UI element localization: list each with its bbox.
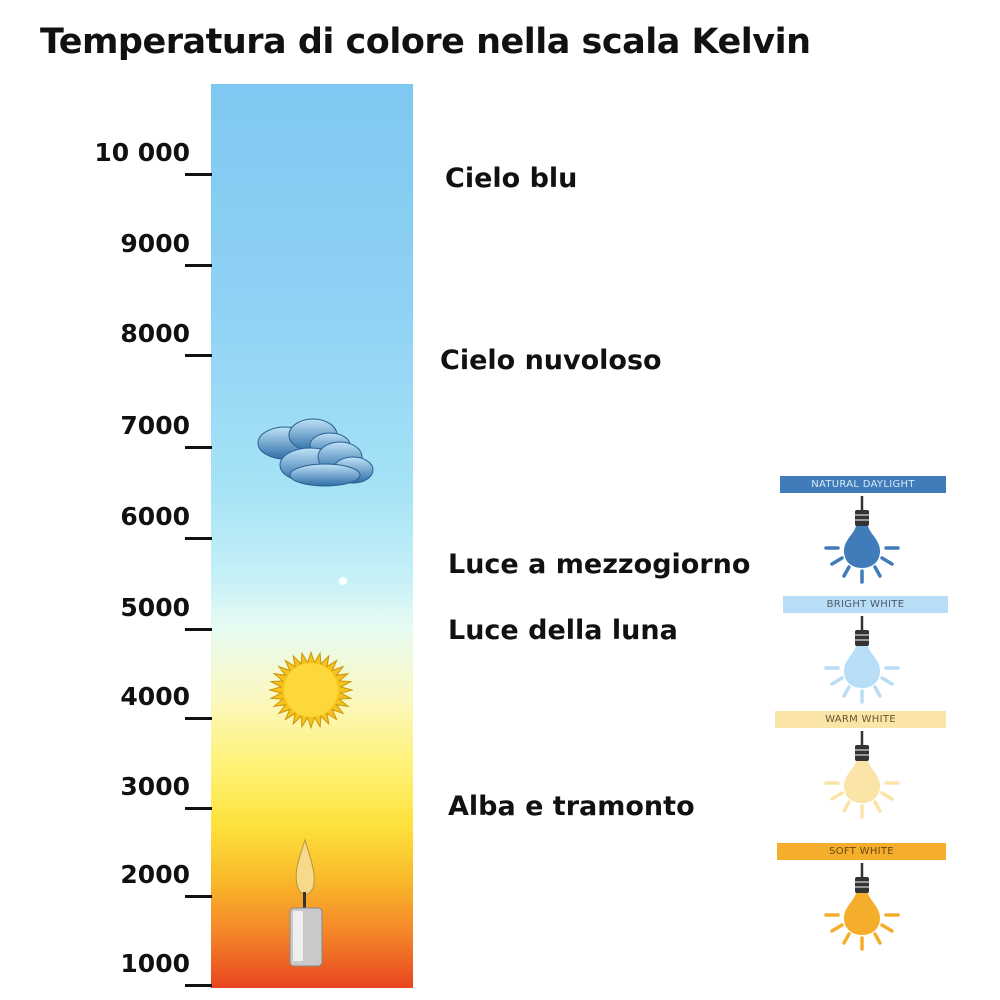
- tick-mark: [185, 984, 212, 987]
- tick-mark: [185, 446, 212, 449]
- tick-label: 1000: [120, 949, 190, 978]
- moon-dot-icon: [339, 577, 347, 585]
- bulb-banner: SOFT WHITE: [777, 843, 946, 860]
- tick-label: 7000: [120, 411, 190, 440]
- tick-mark: [185, 717, 212, 720]
- tick-label: 9000: [120, 229, 190, 258]
- cloud-icon: [257, 418, 374, 487]
- kelvin-gradient-bar: [211, 84, 413, 988]
- bulb-banner: WARM WHITE: [775, 711, 946, 728]
- label-cielo-nuvoloso: Cielo nuvoloso: [440, 345, 662, 376]
- page-title: Temperatura di colore nella scala Kelvin: [40, 22, 811, 62]
- tick-label: 10 000: [94, 138, 190, 167]
- candle-icon: [289, 838, 323, 967]
- tick-label: 6000: [120, 502, 190, 531]
- light-bulb-icon: [824, 731, 900, 819]
- tick-label: 3000: [120, 772, 190, 801]
- tick-label: 8000: [120, 319, 190, 348]
- sun-icon: [268, 650, 354, 730]
- light-bulb-icon: [824, 863, 900, 951]
- label-luce-luna: Luce della luna: [448, 615, 678, 646]
- bulb-banner: NATURAL DAYLIGHT: [780, 476, 946, 493]
- label-luce-mezzogiorno: Luce a mezzogiorno: [448, 549, 751, 580]
- tick-mark: [185, 173, 212, 176]
- tick-mark: [185, 807, 212, 810]
- bulb-banner: BRIGHT WHITE: [783, 596, 948, 613]
- tick-label: 2000: [120, 860, 190, 889]
- tick-label: 5000: [120, 593, 190, 622]
- label-cielo-blu: Cielo blu: [445, 163, 578, 194]
- tick-label: 4000: [120, 682, 190, 711]
- tick-mark: [185, 264, 212, 267]
- tick-mark: [185, 354, 212, 357]
- light-bulb-icon: [824, 496, 900, 584]
- tick-mark: [185, 628, 212, 631]
- tick-mark: [185, 537, 212, 540]
- tick-mark: [185, 895, 212, 898]
- label-alba-tramonto: Alba e tramonto: [448, 791, 695, 822]
- light-bulb-icon: [824, 616, 900, 704]
